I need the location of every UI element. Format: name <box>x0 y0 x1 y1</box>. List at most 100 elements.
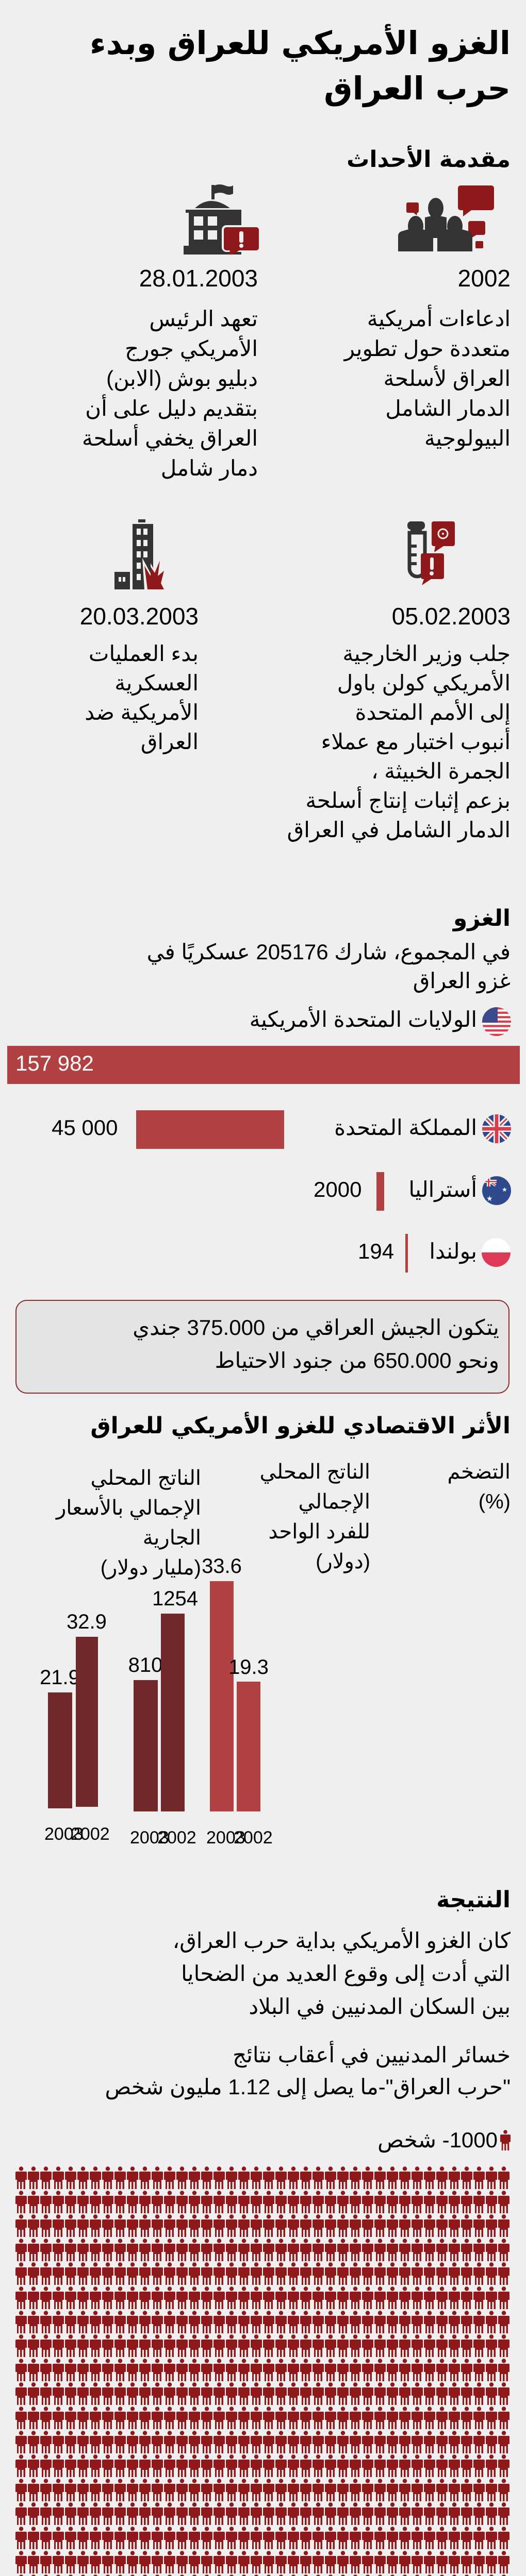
person-icon <box>176 2382 188 2405</box>
person-icon <box>350 2359 361 2381</box>
person-icon <box>449 2382 460 2405</box>
person-icon <box>40 2551 52 2573</box>
country-label-australia: أستراليا <box>408 1177 477 1201</box>
person-icon <box>436 2239 448 2261</box>
person-icon <box>473 2551 485 2573</box>
person-icon <box>28 2551 39 2573</box>
person-icon <box>65 2214 76 2237</box>
person-icon <box>473 2334 485 2357</box>
person-icon <box>127 2431 138 2453</box>
person-icon <box>424 2431 435 2453</box>
person-icon <box>486 2479 497 2501</box>
person-icon <box>337 2479 349 2501</box>
person-icon <box>350 2191 361 2213</box>
person-icon <box>53 2431 64 2453</box>
person-icon <box>300 2479 311 2501</box>
person-icon <box>424 2262 435 2285</box>
person-icon <box>374 2527 386 2549</box>
person-icon <box>362 2286 373 2309</box>
person-icon <box>424 2191 435 2213</box>
person-icon <box>387 2527 398 2549</box>
person-icon <box>77 2334 89 2357</box>
person-icon <box>77 2454 89 2477</box>
person-icon <box>152 2431 163 2453</box>
person-icon <box>374 2239 386 2261</box>
person-icon <box>251 2214 262 2237</box>
person-icon <box>65 2166 76 2189</box>
person-icon <box>15 2239 27 2261</box>
person-icon <box>449 2311 460 2333</box>
person-icon <box>461 2527 472 2549</box>
person-icon <box>65 2431 76 2453</box>
person-icon <box>337 2286 349 2309</box>
person-icon <box>362 2239 373 2261</box>
person-icon <box>164 2191 175 2213</box>
person-icon <box>77 2311 89 2333</box>
person-icon <box>399 2311 410 2333</box>
person-icon <box>362 2214 373 2237</box>
person-icon <box>164 2311 175 2333</box>
svg-text:★: ★ <box>502 1186 507 1193</box>
person-icon <box>189 2166 200 2189</box>
person-icon <box>139 2334 151 2357</box>
gdp-per-capita-2002-bar <box>161 1614 185 1811</box>
event-1-date: 2002 <box>457 265 511 292</box>
person-icon <box>313 2262 324 2285</box>
person-icon <box>473 2502 485 2525</box>
person-icon <box>176 2454 188 2477</box>
person-icon <box>102 2191 113 2213</box>
person-icon <box>127 2334 138 2357</box>
person-icon <box>189 2551 200 2573</box>
person-icon <box>90 2359 101 2381</box>
person-icon <box>275 2239 287 2261</box>
australia-flag-icon: ★ ★ <box>482 1176 511 1205</box>
person-icon <box>461 2262 472 2285</box>
person-icon <box>226 2454 237 2477</box>
person-icon <box>387 2454 398 2477</box>
person-icon <box>77 2239 89 2261</box>
chart-title-line: للفرد الواحد <box>268 1520 370 1543</box>
person-icon <box>152 2406 163 2429</box>
person-icon <box>213 2479 225 2501</box>
person-icon <box>486 2214 497 2237</box>
person-icon <box>251 2286 262 2309</box>
bar-uk <box>136 1110 284 1149</box>
person-icon <box>164 2527 175 2549</box>
person-icon <box>53 2166 64 2189</box>
person-icon <box>424 2479 435 2501</box>
person-icon <box>139 2286 151 2309</box>
person-icon <box>127 2406 138 2429</box>
person-icon <box>139 2214 151 2237</box>
person-icon <box>424 2527 435 2549</box>
person-icon <box>176 2431 188 2453</box>
person-icon <box>213 2191 225 2213</box>
person-icon <box>424 2454 435 2477</box>
event-2-line: العراق يخفي أسلحة <box>82 426 258 450</box>
person-icon <box>424 2239 435 2261</box>
person-icon <box>238 2334 250 2357</box>
person-icon <box>263 2502 274 2525</box>
person-icon <box>313 2406 324 2429</box>
person-icon <box>325 2286 336 2309</box>
person-icon <box>473 2239 485 2261</box>
event-3-text: جلب وزير الخارجية الأمريكي كولن باول إلى… <box>211 639 511 844</box>
person-icon <box>449 2527 460 2549</box>
person-icon <box>300 2359 311 2381</box>
person-icon <box>213 2286 225 2309</box>
person-icon <box>90 2382 101 2405</box>
person-icon <box>189 2502 200 2525</box>
event-4-line: العراق <box>140 730 199 754</box>
person-icon <box>15 2191 27 2213</box>
person-icon <box>238 2262 250 2285</box>
person-icon <box>40 2311 52 2333</box>
person-icon <box>449 2239 460 2261</box>
inflation-year-2002: 2002 <box>234 1828 273 1848</box>
person-icon <box>275 2359 287 2381</box>
person-icon <box>164 2239 175 2261</box>
person-icon <box>300 2214 311 2237</box>
person-icon <box>461 2502 472 2525</box>
person-icon <box>424 2359 435 2381</box>
person-icon <box>15 2382 27 2405</box>
person-icon <box>387 2431 398 2453</box>
person-icon <box>127 2191 138 2213</box>
